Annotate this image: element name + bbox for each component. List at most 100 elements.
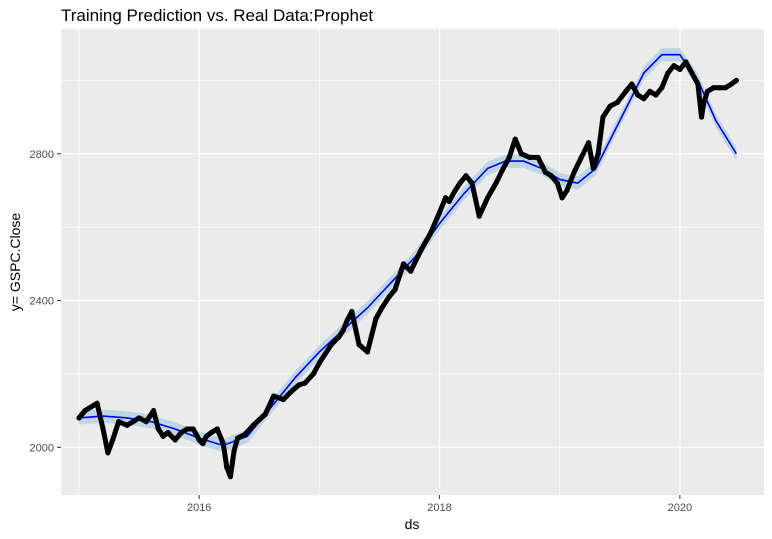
x-tick-label: 2020 xyxy=(668,502,692,514)
actual-point xyxy=(227,474,234,480)
actual-point xyxy=(629,81,635,87)
x-axis-title: ds xyxy=(405,516,420,532)
y-tick-label: 2800 xyxy=(30,149,54,161)
actual-point xyxy=(665,70,671,76)
actual-series xyxy=(76,59,739,480)
actual-point xyxy=(436,209,443,216)
actual-point xyxy=(250,422,256,428)
actual-point xyxy=(392,286,398,293)
actual-point xyxy=(143,419,149,425)
actual-point xyxy=(116,419,122,425)
actual-point xyxy=(386,294,392,300)
y-tick-label: 2000 xyxy=(30,442,54,454)
actual-point xyxy=(704,88,711,94)
actual-point xyxy=(701,99,707,105)
actual-point xyxy=(214,426,220,432)
actual-point xyxy=(328,341,334,348)
actual-point xyxy=(356,341,362,348)
actual-point xyxy=(698,114,705,120)
actual-point xyxy=(105,450,111,456)
actual-point xyxy=(559,195,565,201)
actual-point xyxy=(130,419,136,425)
actual-point xyxy=(196,437,202,443)
actual-point xyxy=(418,246,425,252)
x-tick-label: 2016 xyxy=(187,502,211,514)
actual-point xyxy=(100,426,106,432)
actual-point xyxy=(172,437,178,443)
actual-point xyxy=(476,213,482,219)
actual-point xyxy=(635,92,641,98)
actual-point xyxy=(88,404,94,410)
actual-point xyxy=(677,66,683,72)
actual-point xyxy=(564,187,570,194)
actual-point xyxy=(190,426,196,432)
actual-point xyxy=(208,430,214,436)
actual-point xyxy=(235,435,241,441)
actual-point xyxy=(527,154,533,161)
actual-point xyxy=(710,85,717,91)
actual-point xyxy=(296,382,302,388)
actual-point xyxy=(595,151,601,157)
actual-point xyxy=(493,180,499,186)
actual-point xyxy=(287,389,294,395)
actual-point xyxy=(224,464,230,471)
actual-point xyxy=(653,92,659,98)
chart-title: Training Prediction vs. Real Data:Prophe… xyxy=(61,6,373,25)
actual-point xyxy=(165,430,171,436)
actual-point xyxy=(452,187,458,194)
actual-point xyxy=(614,99,620,105)
actual-point xyxy=(600,114,606,120)
actual-point xyxy=(683,59,689,65)
actual-point xyxy=(485,195,491,201)
actual-point xyxy=(463,173,469,179)
y-axis-title: y= GSPC.Close xyxy=(7,213,23,312)
actual-point xyxy=(280,396,286,403)
x-tick-label: 2018 xyxy=(427,502,451,514)
actual-point xyxy=(446,198,452,205)
actual-point xyxy=(302,380,308,386)
actual-point xyxy=(155,426,161,432)
actual-point xyxy=(659,85,665,91)
actual-point xyxy=(578,154,584,161)
actual-point xyxy=(349,308,355,315)
actual-point xyxy=(408,268,414,274)
actual-point xyxy=(457,180,463,186)
actual-point xyxy=(184,426,190,432)
actual-point xyxy=(231,448,237,454)
actual-point xyxy=(200,441,206,447)
actual-point xyxy=(512,136,518,142)
actual-point xyxy=(316,360,322,366)
actual-point xyxy=(427,231,433,238)
actual-point xyxy=(373,316,379,322)
actual-point xyxy=(344,318,350,324)
actual-point xyxy=(585,140,592,146)
axis-ticks: 2016 2018 2020 2000 2400 2800 xyxy=(30,149,693,514)
actual-point xyxy=(379,305,385,311)
actual-point xyxy=(535,154,541,161)
actual-point xyxy=(671,63,677,69)
actual-point xyxy=(571,169,577,175)
actual-point xyxy=(203,433,210,439)
actual-point xyxy=(124,422,130,428)
actual-point xyxy=(82,408,88,414)
actual-point xyxy=(548,173,554,179)
actual-point xyxy=(364,349,371,355)
actual-point xyxy=(442,195,449,201)
actual-point xyxy=(469,180,475,186)
actual-point xyxy=(400,261,407,267)
actual-point xyxy=(590,165,596,172)
actual-point xyxy=(689,70,695,76)
actual-point xyxy=(110,437,116,443)
actual-point xyxy=(728,81,735,87)
actual-point xyxy=(242,431,248,438)
actual-point xyxy=(695,81,701,87)
actual-point xyxy=(607,103,613,109)
actual-point xyxy=(641,96,647,102)
actual-point xyxy=(500,165,506,172)
grid-lines xyxy=(61,29,764,495)
actual-point xyxy=(722,85,729,91)
actual-point xyxy=(542,169,548,175)
actual-point xyxy=(716,85,723,91)
actual-point xyxy=(623,88,629,94)
